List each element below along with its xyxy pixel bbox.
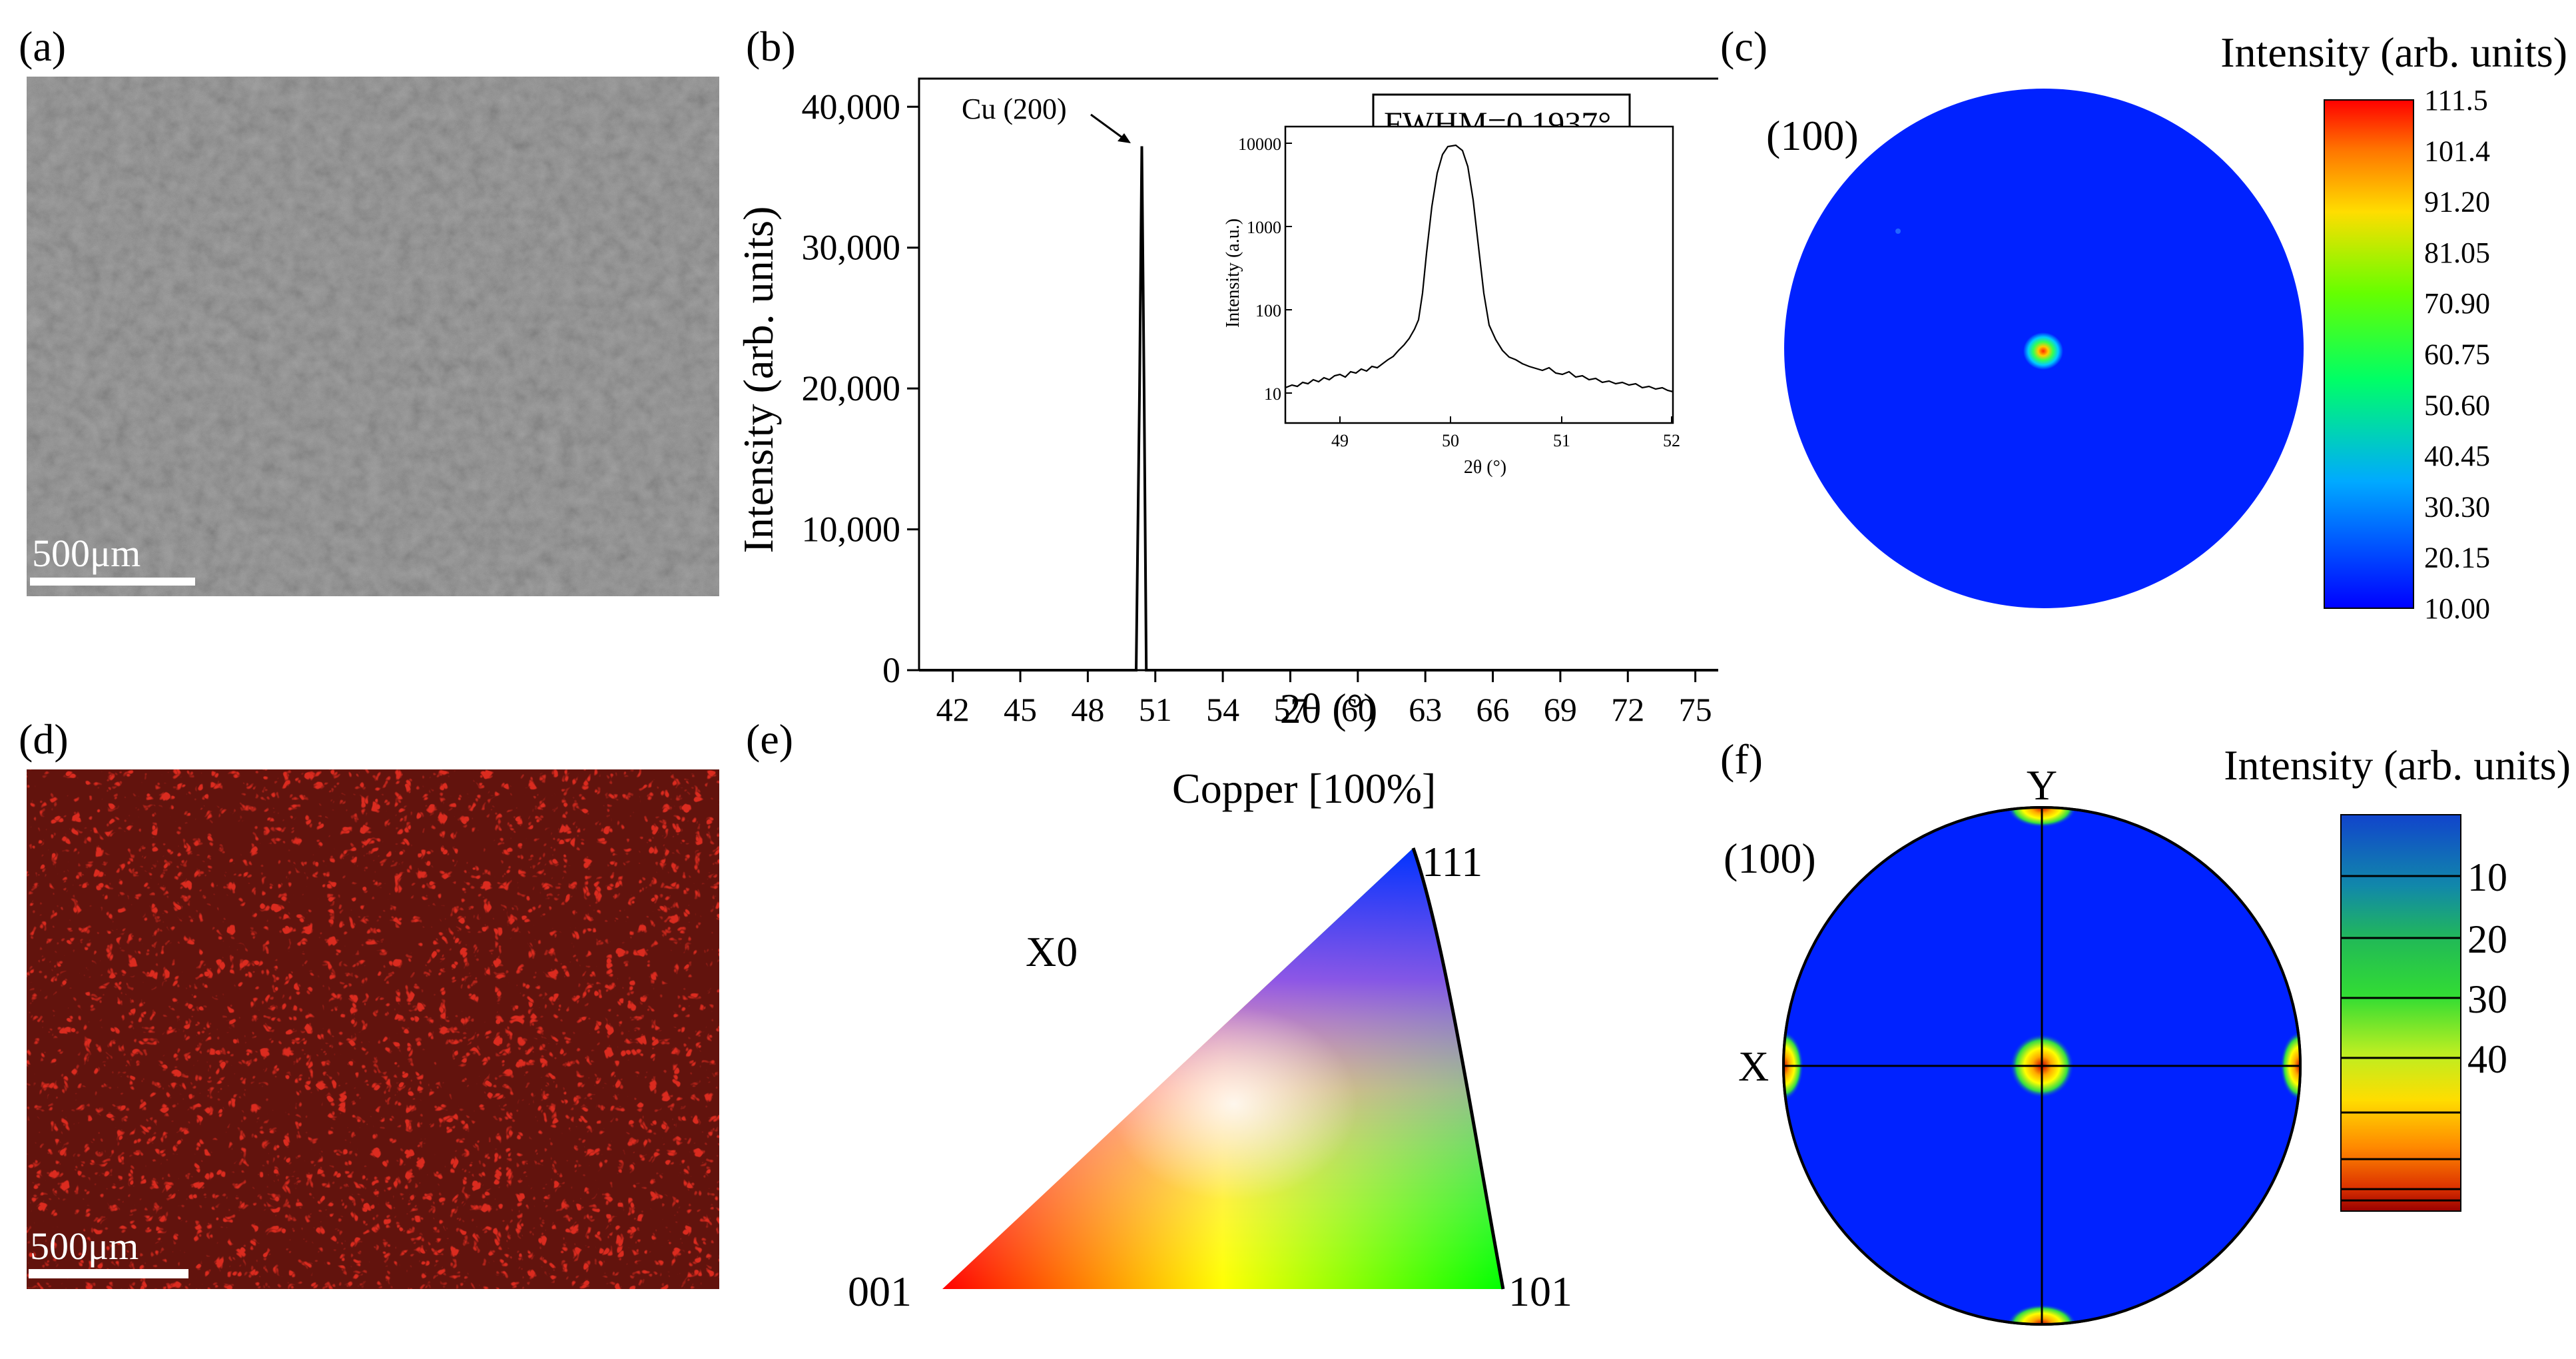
panel-label-a: (a) bbox=[19, 23, 67, 70]
y-tick-label: 40,000 bbox=[802, 87, 901, 127]
inset-xtick-49: 49 bbox=[1331, 431, 1349, 450]
pole-spot-top bbox=[2007, 807, 2077, 827]
colorbar-f-tick-10: 10 bbox=[2467, 855, 2507, 899]
xrd-series-line bbox=[919, 146, 1763, 672]
axis-y-label: Y bbox=[2027, 761, 2057, 809]
pole-spot-bottom bbox=[2007, 1304, 2077, 1324]
inset-ytick-10: 10 bbox=[1264, 384, 1281, 404]
y-axis-title: Intensity (arb. units) bbox=[735, 207, 782, 554]
colorbar-c-tick: 81.05 bbox=[2424, 236, 2490, 269]
xrd-chart: 42454851545760636669727578 010,00020,000… bbox=[733, 67, 1779, 733]
inset-xtick-50: 50 bbox=[1442, 431, 1459, 450]
x-tick-label: 72 bbox=[1611, 691, 1644, 728]
colorbar-c-tick: 10.00 bbox=[2424, 592, 2490, 625]
pole-label-f: (100) bbox=[1724, 835, 1816, 882]
inset-curve bbox=[1285, 144, 1674, 393]
colorbar-c-tick: 20.15 bbox=[2424, 542, 2490, 574]
inset-xtick-52: 52 bbox=[1663, 431, 1680, 450]
colorbar-c-tick: 30.30 bbox=[2424, 490, 2490, 523]
colorbar-f-tick-40: 40 bbox=[2467, 1037, 2507, 1081]
ipf-corner-101: 101 bbox=[1508, 1268, 1572, 1315]
pole-spot-right bbox=[2280, 1031, 2300, 1101]
inset-ytick-100: 100 bbox=[1255, 301, 1281, 320]
colorbar-f bbox=[2340, 814, 2461, 1212]
y-tick-label: 20,000 bbox=[802, 368, 901, 408]
pole-label-c: (100) bbox=[1766, 112, 1859, 159]
ebsd-map: 500μm bbox=[27, 769, 719, 1289]
panel-label-b: (b) bbox=[746, 23, 796, 70]
colorbar-c-tick: 70.90 bbox=[2424, 287, 2490, 320]
colorbar-c bbox=[2324, 99, 2414, 609]
x-tick-label: 63 bbox=[1409, 691, 1442, 728]
inset-y-label: Intensity (a.u.) bbox=[1223, 219, 1243, 328]
y-tick-label: 0 bbox=[882, 650, 900, 690]
x-tick-label: 42 bbox=[936, 691, 970, 728]
x-tick-label: 45 bbox=[1004, 691, 1037, 728]
pole-spot-left bbox=[1783, 1031, 1803, 1101]
ipf-corner-001: 001 bbox=[848, 1268, 912, 1315]
ipf-corner-111: 111 bbox=[1422, 838, 1482, 885]
ipf-x0: X0 bbox=[1026, 928, 1078, 975]
x-tick-label: 60 bbox=[1341, 691, 1375, 728]
scale-bar-a bbox=[30, 578, 195, 586]
intensity-title-c: Intensity (arb. units) bbox=[2220, 29, 2567, 76]
peak-arrow bbox=[1090, 113, 1126, 141]
ipf-arc-edge bbox=[1411, 847, 1505, 1290]
colorbar-c-tick: 101.4 bbox=[2424, 135, 2490, 167]
inset-ytick-10000: 10000 bbox=[1238, 135, 1281, 154]
intensity-title-f: Intensity (arb. units) bbox=[2224, 741, 2571, 789]
pole-figure-f: Intensity (arb. units) (100) Y X 10 20 3 bbox=[1712, 739, 2576, 1356]
x-tick-label: 69 bbox=[1544, 691, 1577, 728]
scale-bar-label-a: 500μm bbox=[32, 532, 141, 575]
y-tick-label: 10,000 bbox=[802, 510, 901, 550]
colorbar-f-tick-30: 30 bbox=[2467, 977, 2507, 1021]
inset-x-label: 2θ (°) bbox=[1464, 457, 1506, 478]
colorbar-c-tick: 60.75 bbox=[2424, 338, 2490, 371]
scale-bar-label-d: 500μm bbox=[30, 1224, 139, 1268]
pole-speck-c bbox=[1895, 228, 1901, 234]
colorbar-c-tick: 40.45 bbox=[2424, 440, 2490, 472]
panel-label-e: (e) bbox=[746, 715, 794, 763]
scale-bar-d bbox=[29, 1269, 188, 1278]
peak-arrow-head bbox=[1118, 133, 1131, 143]
ipf-key: Copper [100%] X0 111 001 101 bbox=[832, 739, 1632, 1332]
sem-image: 500μm bbox=[27, 77, 719, 596]
y-ticks: 0 10,000 20,000 30,000 40,000 bbox=[802, 87, 919, 690]
peak-label: Cu (200) bbox=[962, 93, 1067, 125]
colorbar-f-tick-20: 20 bbox=[2467, 917, 2507, 961]
colorbar-c-tick: 50.60 bbox=[2424, 389, 2490, 422]
ipf-title: Copper [100%] bbox=[1172, 765, 1436, 812]
x-tick-label: 54 bbox=[1206, 691, 1239, 728]
x-tick-label: 75 bbox=[1679, 691, 1712, 728]
pole-spot-c bbox=[2023, 332, 2063, 370]
x-tick-label: 48 bbox=[1071, 691, 1104, 728]
panel-label-c: (c) bbox=[1720, 23, 1768, 70]
y-tick-label: 30,000 bbox=[802, 228, 901, 268]
colorbar-c-tick: 91.20 bbox=[2424, 186, 2490, 219]
colorbar-c-tick: 111.5 bbox=[2424, 84, 2488, 117]
inset-xtick-51: 51 bbox=[1553, 431, 1570, 450]
colorbar-f-lines bbox=[2341, 875, 2461, 1202]
panel-label-f: (f) bbox=[1720, 735, 1763, 783]
x-tick-label: 66 bbox=[1476, 691, 1510, 728]
pole-figure-c: Intensity (arb. units) (100) 111.5 101.4 9… bbox=[1732, 20, 2576, 633]
inset-plot: 10 100 1000 10000 49 50 51 52 2θ (°) Int… bbox=[1223, 125, 1680, 478]
inset-ytick-1000: 1000 bbox=[1247, 218, 1281, 237]
x-axis-label: 2θ (°) bbox=[1280, 685, 1378, 732]
x-tick-label: 57 bbox=[1273, 691, 1307, 728]
x-tick-label: 51 bbox=[1139, 691, 1172, 728]
panel-label-d: (d) bbox=[19, 715, 69, 763]
axis-x-label: X bbox=[1738, 1043, 1769, 1090]
